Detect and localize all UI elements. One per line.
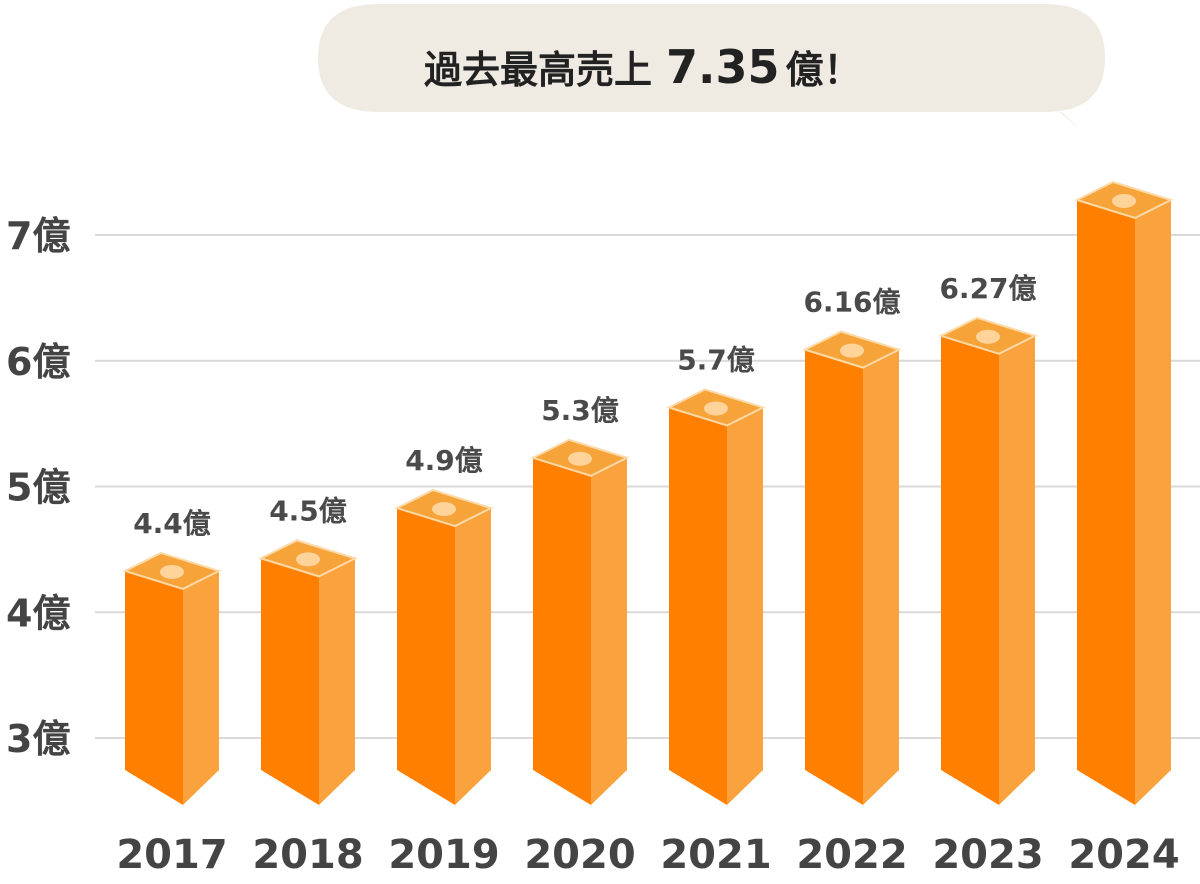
bar-2017 — [122, 551, 222, 805]
bar-2019 — [394, 489, 494, 805]
data-label-2021: 5.7億 — [677, 343, 755, 376]
data-label-2023: 6.27億 — [939, 272, 1036, 305]
bar-top-highlight — [1112, 193, 1136, 208]
bar-front-face — [397, 508, 455, 805]
data-label-2020: 5.3億 — [541, 394, 619, 427]
bars — [122, 180, 1174, 806]
bar-2023 — [938, 316, 1038, 805]
bar-side-face — [319, 558, 355, 805]
bar-side-face — [591, 457, 627, 805]
bar-2020 — [530, 438, 630, 805]
y-tick-label: 5億 — [6, 466, 70, 510]
bar-top-highlight — [704, 401, 728, 416]
bar-front-face — [1077, 199, 1135, 806]
bar-2024 — [1074, 180, 1174, 806]
data-label-2017: 4.4億 — [133, 507, 211, 540]
bar-2018 — [258, 539, 358, 805]
x-tick-label-2021: 2021 — [660, 832, 771, 878]
bar-side-face — [863, 349, 899, 805]
chart-title: 過去最高売上 7.35 億！ — [424, 40, 862, 94]
title-bubble: 過去最高売上 7.35 億！ — [318, 4, 1105, 132]
bar-2021 — [666, 388, 766, 805]
bar-side-face — [999, 335, 1035, 805]
data-label-2022: 6.16億 — [803, 286, 900, 319]
y-tick-label: 7億 — [6, 214, 70, 258]
x-tick-label-2023: 2023 — [932, 832, 1043, 878]
bar-2022 — [802, 330, 902, 805]
bar-front-face — [669, 407, 727, 805]
bar-front-face — [125, 570, 183, 805]
title-value: 7.35 — [666, 40, 780, 94]
title-prefix: 過去最高売上 — [424, 48, 652, 92]
x-tick-label-2020: 2020 — [524, 832, 635, 878]
y-tick-label: 4億 — [6, 591, 70, 635]
x-tick-label-2017: 2017 — [116, 832, 227, 878]
title-suffix: 億！ — [786, 48, 862, 92]
bar-top-highlight — [568, 451, 592, 466]
data-label-2019: 4.9億 — [405, 444, 483, 477]
x-tick-label-2024: 2024 — [1068, 832, 1179, 878]
bar-side-face — [1135, 199, 1171, 806]
bar-side-face — [455, 508, 491, 805]
data-label-2018: 4.5億 — [269, 494, 347, 527]
bar-top-highlight — [296, 552, 320, 567]
y-tick-label: 3億 — [6, 717, 70, 761]
bar-side-face — [183, 570, 219, 805]
bar-front-face — [261, 558, 319, 805]
bar-top-highlight — [976, 329, 1000, 344]
y-tick-label: 6億 — [6, 340, 70, 384]
bar-side-face — [727, 407, 763, 805]
speech-bubble-shape — [318, 4, 1105, 132]
x-tick-label-2019: 2019 — [388, 832, 499, 878]
data-labels: 4.4億 4.5億 4.9億 5.3億 5.7億 6.16億 6.27億 — [133, 272, 1036, 540]
x-tick-label-2018: 2018 — [252, 832, 363, 878]
bar-front-face — [805, 349, 863, 805]
bar-front-face — [941, 335, 999, 805]
y-axis: 3億 4億 5億 6億 7億 — [6, 214, 70, 761]
bar-front-face — [533, 457, 591, 805]
bar-top-highlight — [432, 502, 456, 517]
bar-top-highlight — [840, 343, 864, 358]
x-axis: 2017 2018 2019 2020 2021 2022 2023 2024 — [116, 832, 1179, 878]
x-tick-label-2022: 2022 — [796, 832, 907, 878]
bar-top-highlight — [160, 564, 184, 579]
